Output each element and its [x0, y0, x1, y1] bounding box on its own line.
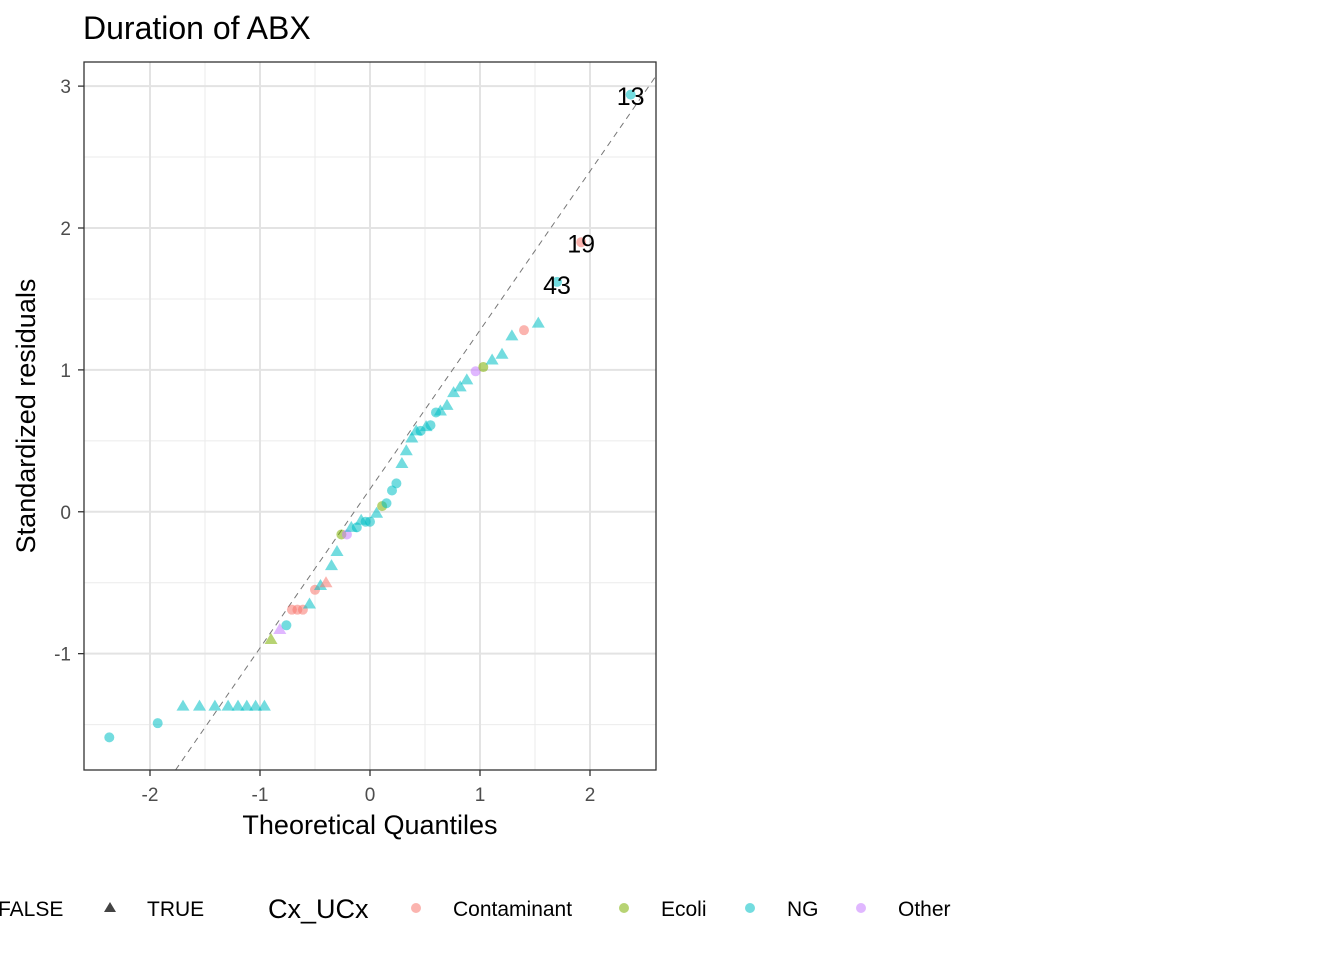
x-tick-label: -1 [252, 785, 269, 806]
reference-line-layer [175, 75, 657, 771]
legend-key-ecoli [619, 903, 629, 913]
point-triangle-ng [453, 380, 467, 392]
point-triangle-ng [325, 559, 338, 571]
point-triangle-ng [208, 699, 222, 711]
x-tick-label: -2 [142, 785, 159, 806]
point-triangle-ng [240, 699, 254, 711]
point-triangle-ng [370, 506, 384, 518]
points-layer [104, 89, 636, 743]
legend-key-ng [745, 903, 755, 913]
point-triangle-ng [257, 699, 271, 711]
point-circle-contaminant [519, 325, 529, 336]
point-triangle-ng [399, 444, 413, 456]
point-triangle-ng [395, 457, 409, 469]
point-triangle-ng [505, 329, 519, 341]
color-legend: Cx_UCx Contaminant Ecoli NG Other [268, 894, 951, 924]
point-triangle-ecoli [264, 632, 278, 644]
point-label-43: 43 [543, 272, 571, 300]
annotations-layer: 13 19 43 [543, 83, 645, 300]
point-triangle-contaminant [319, 576, 333, 588]
point-circle-other [470, 366, 481, 377]
point-circle-other [341, 529, 352, 540]
reference-line [175, 75, 657, 771]
point-triangle-ng [314, 579, 327, 591]
y-axis: -1 0 1 2 3 [54, 77, 84, 666]
point-triangle-ng [485, 353, 499, 365]
point-triangle-ng [330, 544, 344, 556]
point-triangle-other [273, 623, 287, 635]
point-triangle-ng [495, 347, 509, 359]
point-triangle-ng [303, 597, 316, 609]
y-tick-label: 1 [60, 361, 71, 382]
point-triangle-ng [221, 699, 235, 711]
y-tick-label: 0 [60, 503, 71, 524]
point-triangle-ng [176, 699, 190, 711]
point-circle-ng [381, 498, 392, 509]
legend-label-contaminant: Contaminant [453, 898, 572, 921]
legend-label-ng: NG [787, 898, 819, 921]
point-circle-ng [625, 89, 636, 100]
x-tick-label: 0 [365, 785, 376, 806]
y-tick-label: 3 [60, 77, 71, 98]
legend-label-ecoli: Ecoli [661, 898, 707, 921]
point-circle-ng [365, 516, 375, 527]
point-circle-contaminant [576, 237, 587, 248]
legend-label-other: Other [898, 898, 951, 921]
legend-label-true: TRUE [147, 898, 204, 921]
x-tick-label: 1 [475, 785, 486, 806]
point-label-19: 19 [567, 231, 595, 259]
legend: FALSE TRUE Cx_UCx Contaminant Ecoli NG O… [0, 894, 951, 924]
legend-label-false: FALSE [0, 898, 63, 921]
point-triangle-ng [433, 404, 447, 416]
legend-key-other [856, 903, 866, 913]
major-gridlines [84, 62, 656, 770]
point-triangle-ng [531, 316, 545, 328]
point-circle-ng [281, 620, 292, 631]
point-triangle-ng [231, 699, 245, 711]
point-circle-ng [552, 276, 562, 287]
chart-title: Duration of ABX [83, 10, 311, 46]
point-triangle-ng [447, 386, 461, 398]
y-tick-label: 2 [60, 219, 71, 240]
y-axis-title: Standardized residuals [11, 279, 41, 554]
point-circle-ng [351, 522, 362, 533]
point-circle-ng [425, 420, 436, 431]
point-triangle-ng [405, 431, 419, 443]
legend-key-triangle [104, 902, 116, 912]
y-tick-label: -1 [54, 645, 71, 666]
point-triangle-ng [440, 398, 454, 410]
point-circle-ng [152, 718, 163, 729]
x-axis: -2 -1 0 1 2 [142, 770, 596, 806]
legend-title: Cx_UCx [268, 894, 369, 924]
shape-legend: FALSE TRUE [0, 898, 204, 921]
point-circle-ng [104, 732, 115, 743]
point-label-13: 13 [617, 83, 645, 111]
point-circle-ng [391, 478, 402, 489]
point-triangle-ng [249, 699, 263, 711]
point-triangle-ng [460, 373, 474, 385]
x-axis-title: Theoretical Quantiles [242, 810, 497, 840]
point-triangle-ng [193, 699, 206, 711]
legend-key-contaminant [411, 903, 421, 913]
point-circle-ecoli [478, 362, 489, 373]
x-tick-label: 2 [585, 785, 596, 806]
